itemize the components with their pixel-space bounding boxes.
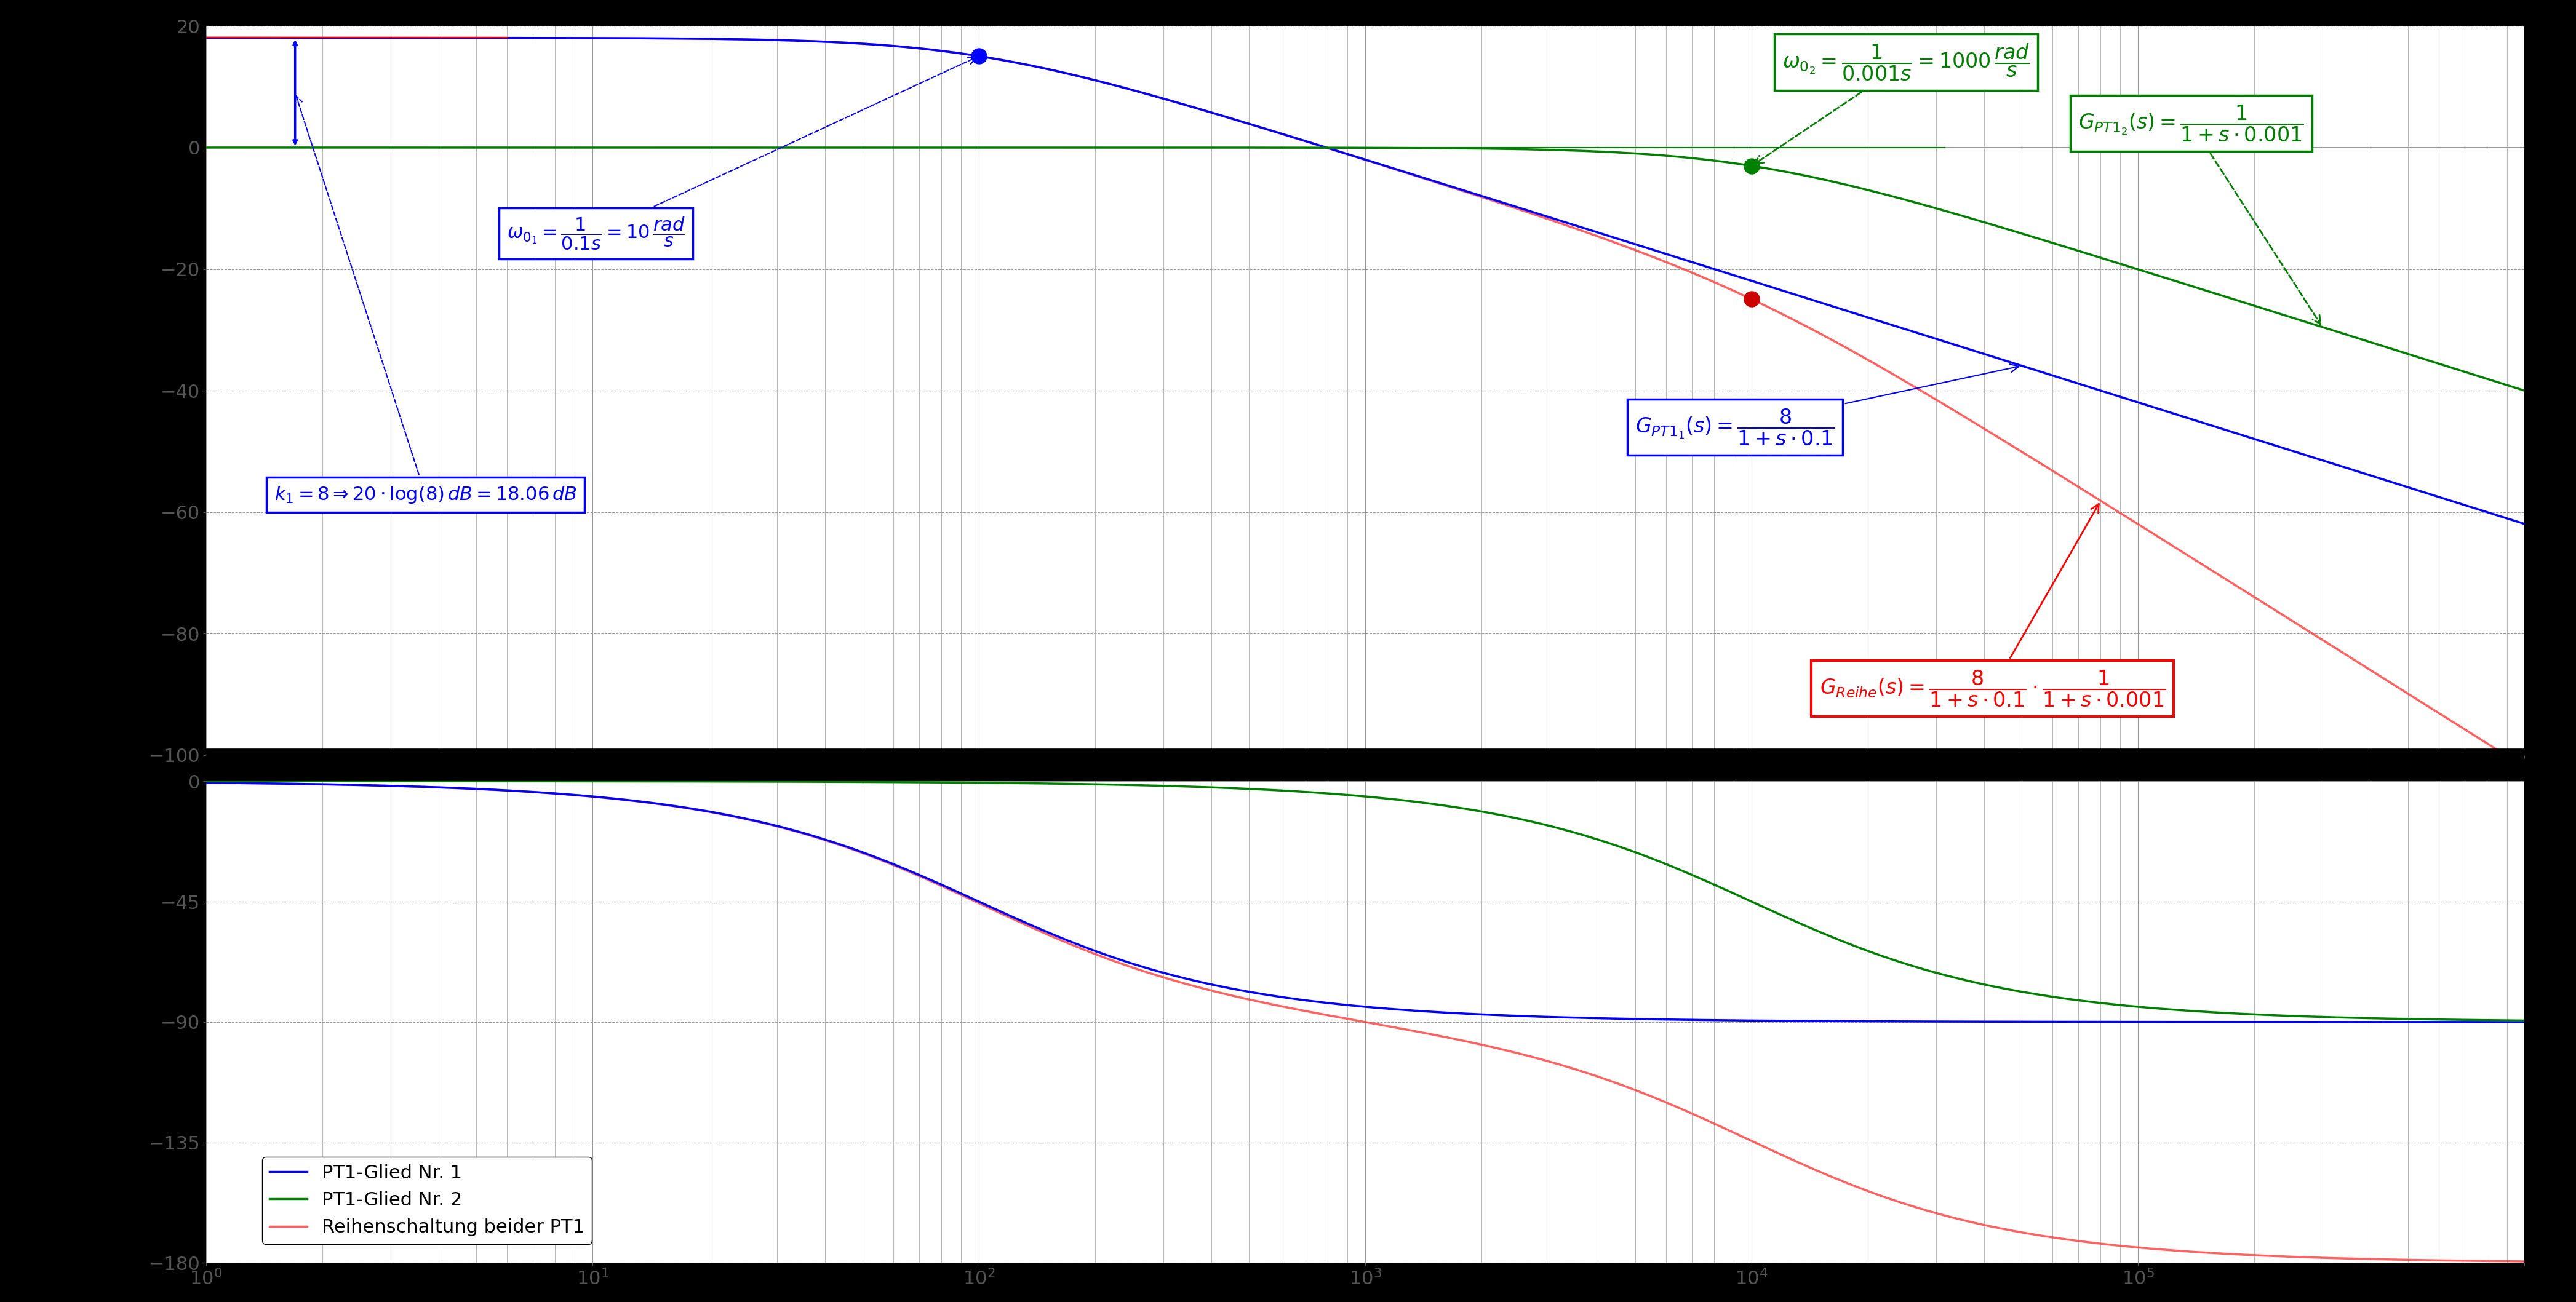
Line: Reihenschaltung beider PT1: Reihenschaltung beider PT1 [206,783,2524,1262]
Text: $G_{PT1_2}(s) = \dfrac{1}{1+s\cdot 0.001}$: $G_{PT1_2}(s) = \dfrac{1}{1+s\cdot 0.001… [2079,104,2321,324]
Reihenschaltung beider PT1 [2509,1254,2540,1269]
Text: $\omega_{0_2} = \dfrac{1}{0.001s} = 1000\,\dfrac{rad}{s}$: $\omega_{0_2} = \dfrac{1}{0.001s} = 1000… [1754,42,2030,164]
Reihenschaltung beider PT1 [191,775,222,790]
PT1-Glied Nr. 1 [1257,988,1288,1004]
PT1-Glied Nr. 2 [2439,1012,2470,1027]
Reihenschaltung beider PT1 [2442,1253,2473,1268]
Legend: PT1-Glied Nr. 1, PT1-Glied Nr. 2, Reihenschaltung beider PT1: PT1-Glied Nr. 1, PT1-Glied Nr. 2, Reihen… [263,1156,592,1243]
Line: PT1-Glied Nr. 1: PT1-Glied Nr. 1 [206,783,2524,1022]
Text: $k_1 = 8 \Rightarrow 20\cdot\log(8)\,dB = 18.06\,dB$: $k_1 = 8 \Rightarrow 20\cdot\log(8)\,dB … [273,96,577,505]
Reihenschaltung beider PT1 [309,776,340,792]
Reihenschaltung beider PT1 [1319,1009,1350,1025]
PT1-Glied Nr. 2 [1319,786,1350,802]
Reihenschaltung beider PT1 [2439,1253,2470,1268]
PT1-Glied Nr. 1 [309,776,340,792]
PT1-Glied Nr. 2 [2442,1012,2473,1027]
PT1-Glied Nr. 2 [2509,1013,2540,1029]
PT1-Glied Nr. 2 [1257,783,1288,798]
PT1-Glied Nr. 1 [2509,1014,2540,1030]
PT1-Glied Nr. 1 [191,775,222,790]
PT1-Glied Nr. 1 [2442,1014,2473,1030]
PT1-Glied Nr. 1 [1319,996,1350,1012]
Reihenschaltung beider PT1 [2017,1226,2048,1242]
Text: $\omega_{0_1} = \dfrac{1}{0.1s} = 10\,\dfrac{rad}{s}$: $\omega_{0_1} = \dfrac{1}{0.1s} = 10\,\d… [507,57,976,251]
Reihenschaltung beider PT1 [1257,996,1288,1012]
PT1-Glied Nr. 1 [2017,1014,2048,1030]
Text: $G_{Reihe}(s) = \dfrac{8}{1+s\cdot 0.1}\cdot\dfrac{1}{1+s\cdot 0.001}$: $G_{Reihe}(s) = \dfrac{8}{1+s\cdot 0.1}\… [1819,504,2166,708]
PT1-Glied Nr. 2 [309,773,340,789]
PT1-Glied Nr. 2 [2017,986,2048,1001]
PT1-Glied Nr. 2 [191,773,222,789]
Text: $G_{PT1_1}(s) = \dfrac{8}{1+s\cdot 0.1}$: $G_{PT1_1}(s) = \dfrac{8}{1+s\cdot 0.1}$ [1636,365,2020,447]
Line: PT1-Glied Nr. 2: PT1-Glied Nr. 2 [206,781,2524,1021]
PT1-Glied Nr. 1 [2439,1014,2470,1030]
